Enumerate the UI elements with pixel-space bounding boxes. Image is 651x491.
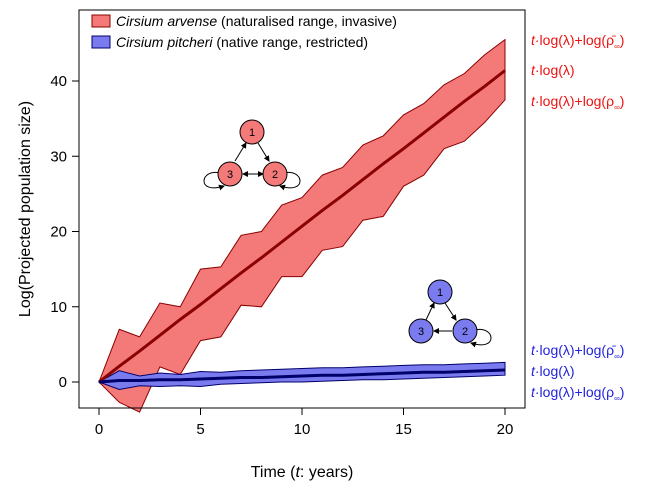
life-cycle-graph-pitcheri: 1 2 3 [408,279,492,348]
legend-label-pitcheri: Cirsium pitcheri (native range, restrict… [116,34,368,50]
line-series-0 [98,69,506,384]
lcg-arvense-loop-2 [279,171,301,191]
annotation-pitcheri-lower: t·log(λ)+log(ρ∞) [531,384,624,403]
trend-lines [98,69,506,384]
lcg-pitcheri-label-1: 1 [437,287,443,299]
lcg-arvense-loop-3 [203,171,225,191]
legend: Cirsium arvense (naturalised range, inva… [91,13,397,50]
lcg-arvense-edge-1-2 [257,142,270,162]
x-axis-label-part3: : years) [300,464,353,481]
x-tick-label-0: 0 [95,421,103,438]
y-tick-label-30: 30 [50,148,67,165]
legend-swatch-arvense [91,14,111,28]
annotation-pitcheri-middle: t·log(λ) [531,363,575,379]
y-tick-label-0: 0 [59,374,67,391]
legend-swatch-pitcheri [91,35,111,49]
x-tick-label-10: 10 [294,421,311,438]
lcg-arvense-edge-3-1 [234,142,247,162]
lcg-arvense-node-2 [262,161,288,187]
y-tick-label-20: 20 [50,224,67,241]
lcg-pitcheri-node-1 [427,279,453,305]
lcg-arvense-node-3 [217,161,243,187]
lcg-arvense-node-1 [239,119,265,145]
y-axis: 0 10 20 30 40 [50,73,79,391]
x-axis-label-t: t [295,464,300,481]
annotation-arvense-middle: t·log(λ) [531,62,575,78]
y-axis-label: Log(Projected population size) [17,101,34,317]
lcg-pitcheri-node-2 [452,318,478,344]
lcg-pitcheri-loop-2 [470,328,492,348]
y-tick-label-40: 40 [50,73,67,90]
lcg-pitcheri-edge-1-2 [444,302,457,321]
x-tick-label-20: 20 [497,421,514,438]
x-axis: 0 5 10 15 20 [95,408,514,438]
annotation-arvense-lower: t·log(λ)+log(ρ∞) [531,93,624,112]
line-series-1 [98,368,506,384]
annotations-pitcheri: t·log(λ)+log(ρ̄∞) t·log(λ) t·log(λ)+log(… [531,342,624,403]
lcg-arvense-label-2: 2 [272,169,278,181]
lcg-pitcheri-label-2: 2 [462,326,468,338]
x-axis-label-part1: Time ( [251,464,296,481]
life-cycle-graph-arvense: 1 2 3 [203,119,301,191]
lcg-pitcheri-label-3: 3 [418,326,424,338]
annotation-pitcheri-upper: t·log(λ)+log(ρ̄∞) [531,342,624,361]
lcg-arvense-label-3: 3 [227,169,233,181]
annotations-arvense: t·log(λ)+log(ρ̄∞) t·log(λ) t·log(λ)+log(… [531,32,624,112]
lcg-arvense-label-1: 1 [249,127,255,139]
lcg-pitcheri-edge-3-1 [425,302,435,321]
x-axis-label: Time (t: years) [251,464,354,481]
x-tick-label-15: 15 [395,421,412,438]
x-tick-label-5: 5 [196,421,204,438]
legend-label-arvense: Cirsium arvense (naturalised range, inva… [116,13,397,29]
y-tick-label-10: 10 [50,299,67,316]
lcg-pitcheri-node-3 [408,318,434,344]
annotation-arvense-upper: t·log(λ)+log(ρ̄∞) [531,32,624,51]
